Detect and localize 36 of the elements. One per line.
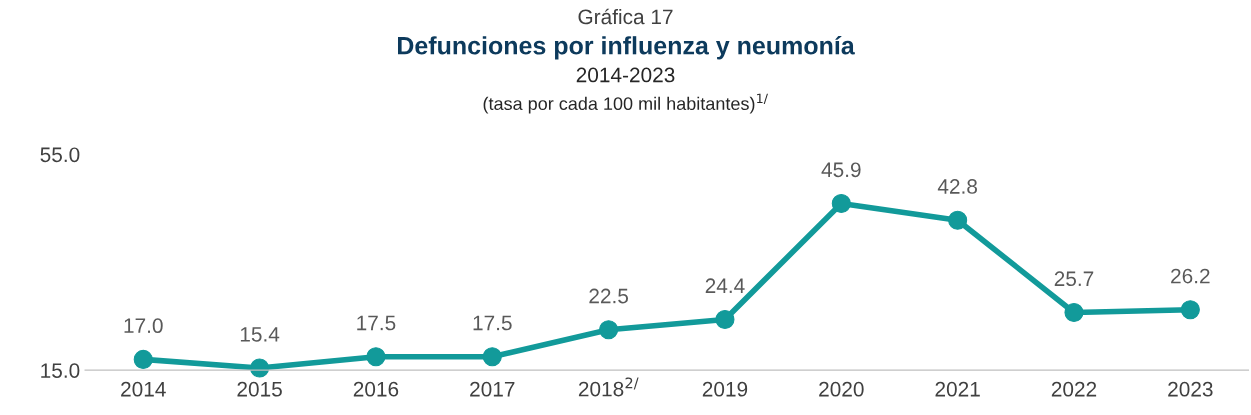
chart-title: Defunciones por influenza y neumonía [398, 35, 855, 60]
data-label: 24.4 [705, 278, 745, 293]
x-tick-label: 2014 [121, 381, 166, 397]
point [948, 210, 968, 230]
data-label: 26.2 [1171, 268, 1210, 284]
data-label: 17.5 [473, 315, 512, 331]
point [715, 309, 735, 330]
data-label: 45.9 [821, 162, 861, 178]
data-label: 15.4 [240, 327, 280, 342]
y-tick-label: 15.0 [41, 363, 80, 378]
point [599, 320, 619, 340]
point [1180, 300, 1200, 320]
x-tick-label: 2022 [1051, 381, 1097, 397]
text: (tasa por cada 100 mil habitantes)$^{1/}$ [483, 93, 768, 114]
text: Gráfica 17 [578, 8, 673, 25]
point [250, 358, 270, 378]
data-label: 22.5 [589, 288, 629, 304]
point [1064, 302, 1084, 322]
point [482, 347, 502, 367]
data-label: 17.0 [124, 318, 163, 334]
x-tick-label: 2018$^{2/}$ [578, 377, 639, 397]
x-tick-label: 2023 [1168, 381, 1213, 397]
chart-subtitle: 2014-2023 [576, 67, 675, 83]
y-tick-label: 55.0 [40, 147, 80, 163]
data-label: 17.5 [357, 315, 396, 331]
data-label: 25.7 [1054, 271, 1094, 287]
data-label: 42.8 [937, 179, 978, 194]
point [366, 347, 386, 367]
x-tick-label: 2017 [470, 381, 515, 397]
point [133, 349, 153, 369]
x-tick-label: 2019 [702, 381, 748, 397]
x-tick-label: 2015 [237, 381, 282, 397]
x-tick-label: 2016 [353, 381, 399, 397]
point [831, 193, 851, 214]
x-tick-label: 2021 [935, 381, 980, 397]
x-tick-label: 2020 [819, 381, 864, 397]
